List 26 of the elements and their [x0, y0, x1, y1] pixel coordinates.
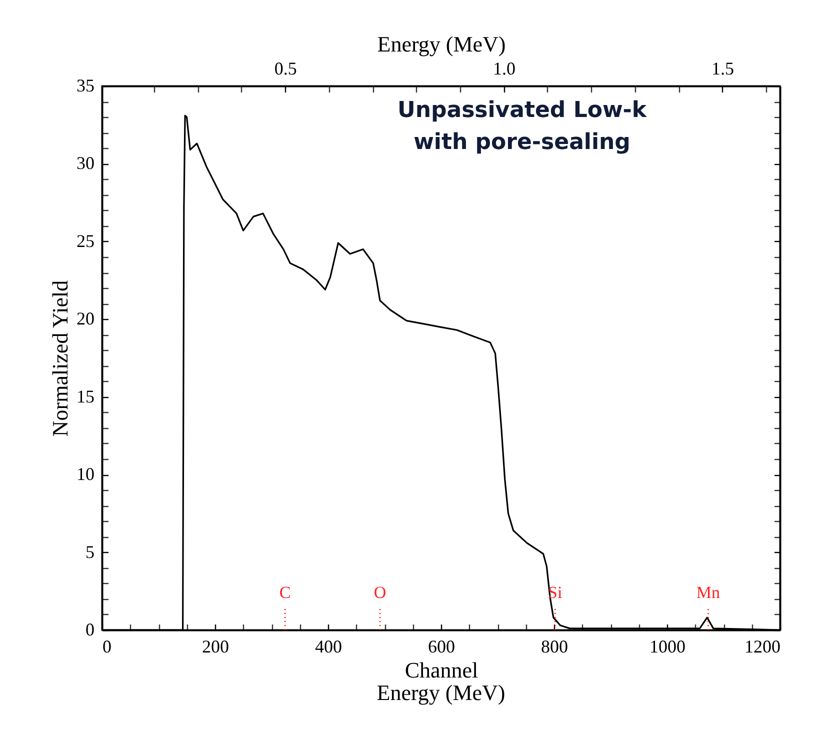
x-tick-label: 0 [102, 636, 112, 656]
ref-line-label: Mn [696, 583, 721, 602]
y-tick-label: 5 [86, 542, 94, 562]
y-tick-label: 20 [76, 308, 94, 329]
x2-tick-label: 0.5 [274, 58, 297, 78]
y-tick-label: 35 [76, 76, 94, 96]
x-tick-label: 800 [541, 636, 568, 656]
text: Energy (MeV) [376, 680, 506, 705]
y-axis-title: Normalized Yield [48, 280, 72, 437]
x2-tick-label: 1.5 [712, 58, 734, 78]
y-tick-label: 15 [76, 386, 94, 406]
y-tick-label: 10 [76, 464, 94, 484]
y-tick-label: 30 [76, 153, 94, 174]
x-tick-label: 400 [315, 636, 342, 656]
ref-line-label: O [374, 583, 386, 602]
x-tick-label: 200 [202, 636, 229, 656]
x-tick-label: 1000 [650, 636, 686, 656]
x-tick-label: 1200 [744, 636, 780, 656]
x2-tick-label: 1.0 [492, 58, 516, 78]
ref-line-label: C [279, 583, 291, 602]
x-tick-label: 600 [428, 636, 455, 656]
y-tick-label: 0 [86, 620, 94, 640]
text: Unpassivated Low-k with pore-sealing [397, 98, 648, 155]
x-axis-title: Channel [404, 658, 478, 682]
x2-axis-title: Energy (MeV) [377, 32, 506, 56]
y-tick-label: 25 [76, 230, 94, 251]
